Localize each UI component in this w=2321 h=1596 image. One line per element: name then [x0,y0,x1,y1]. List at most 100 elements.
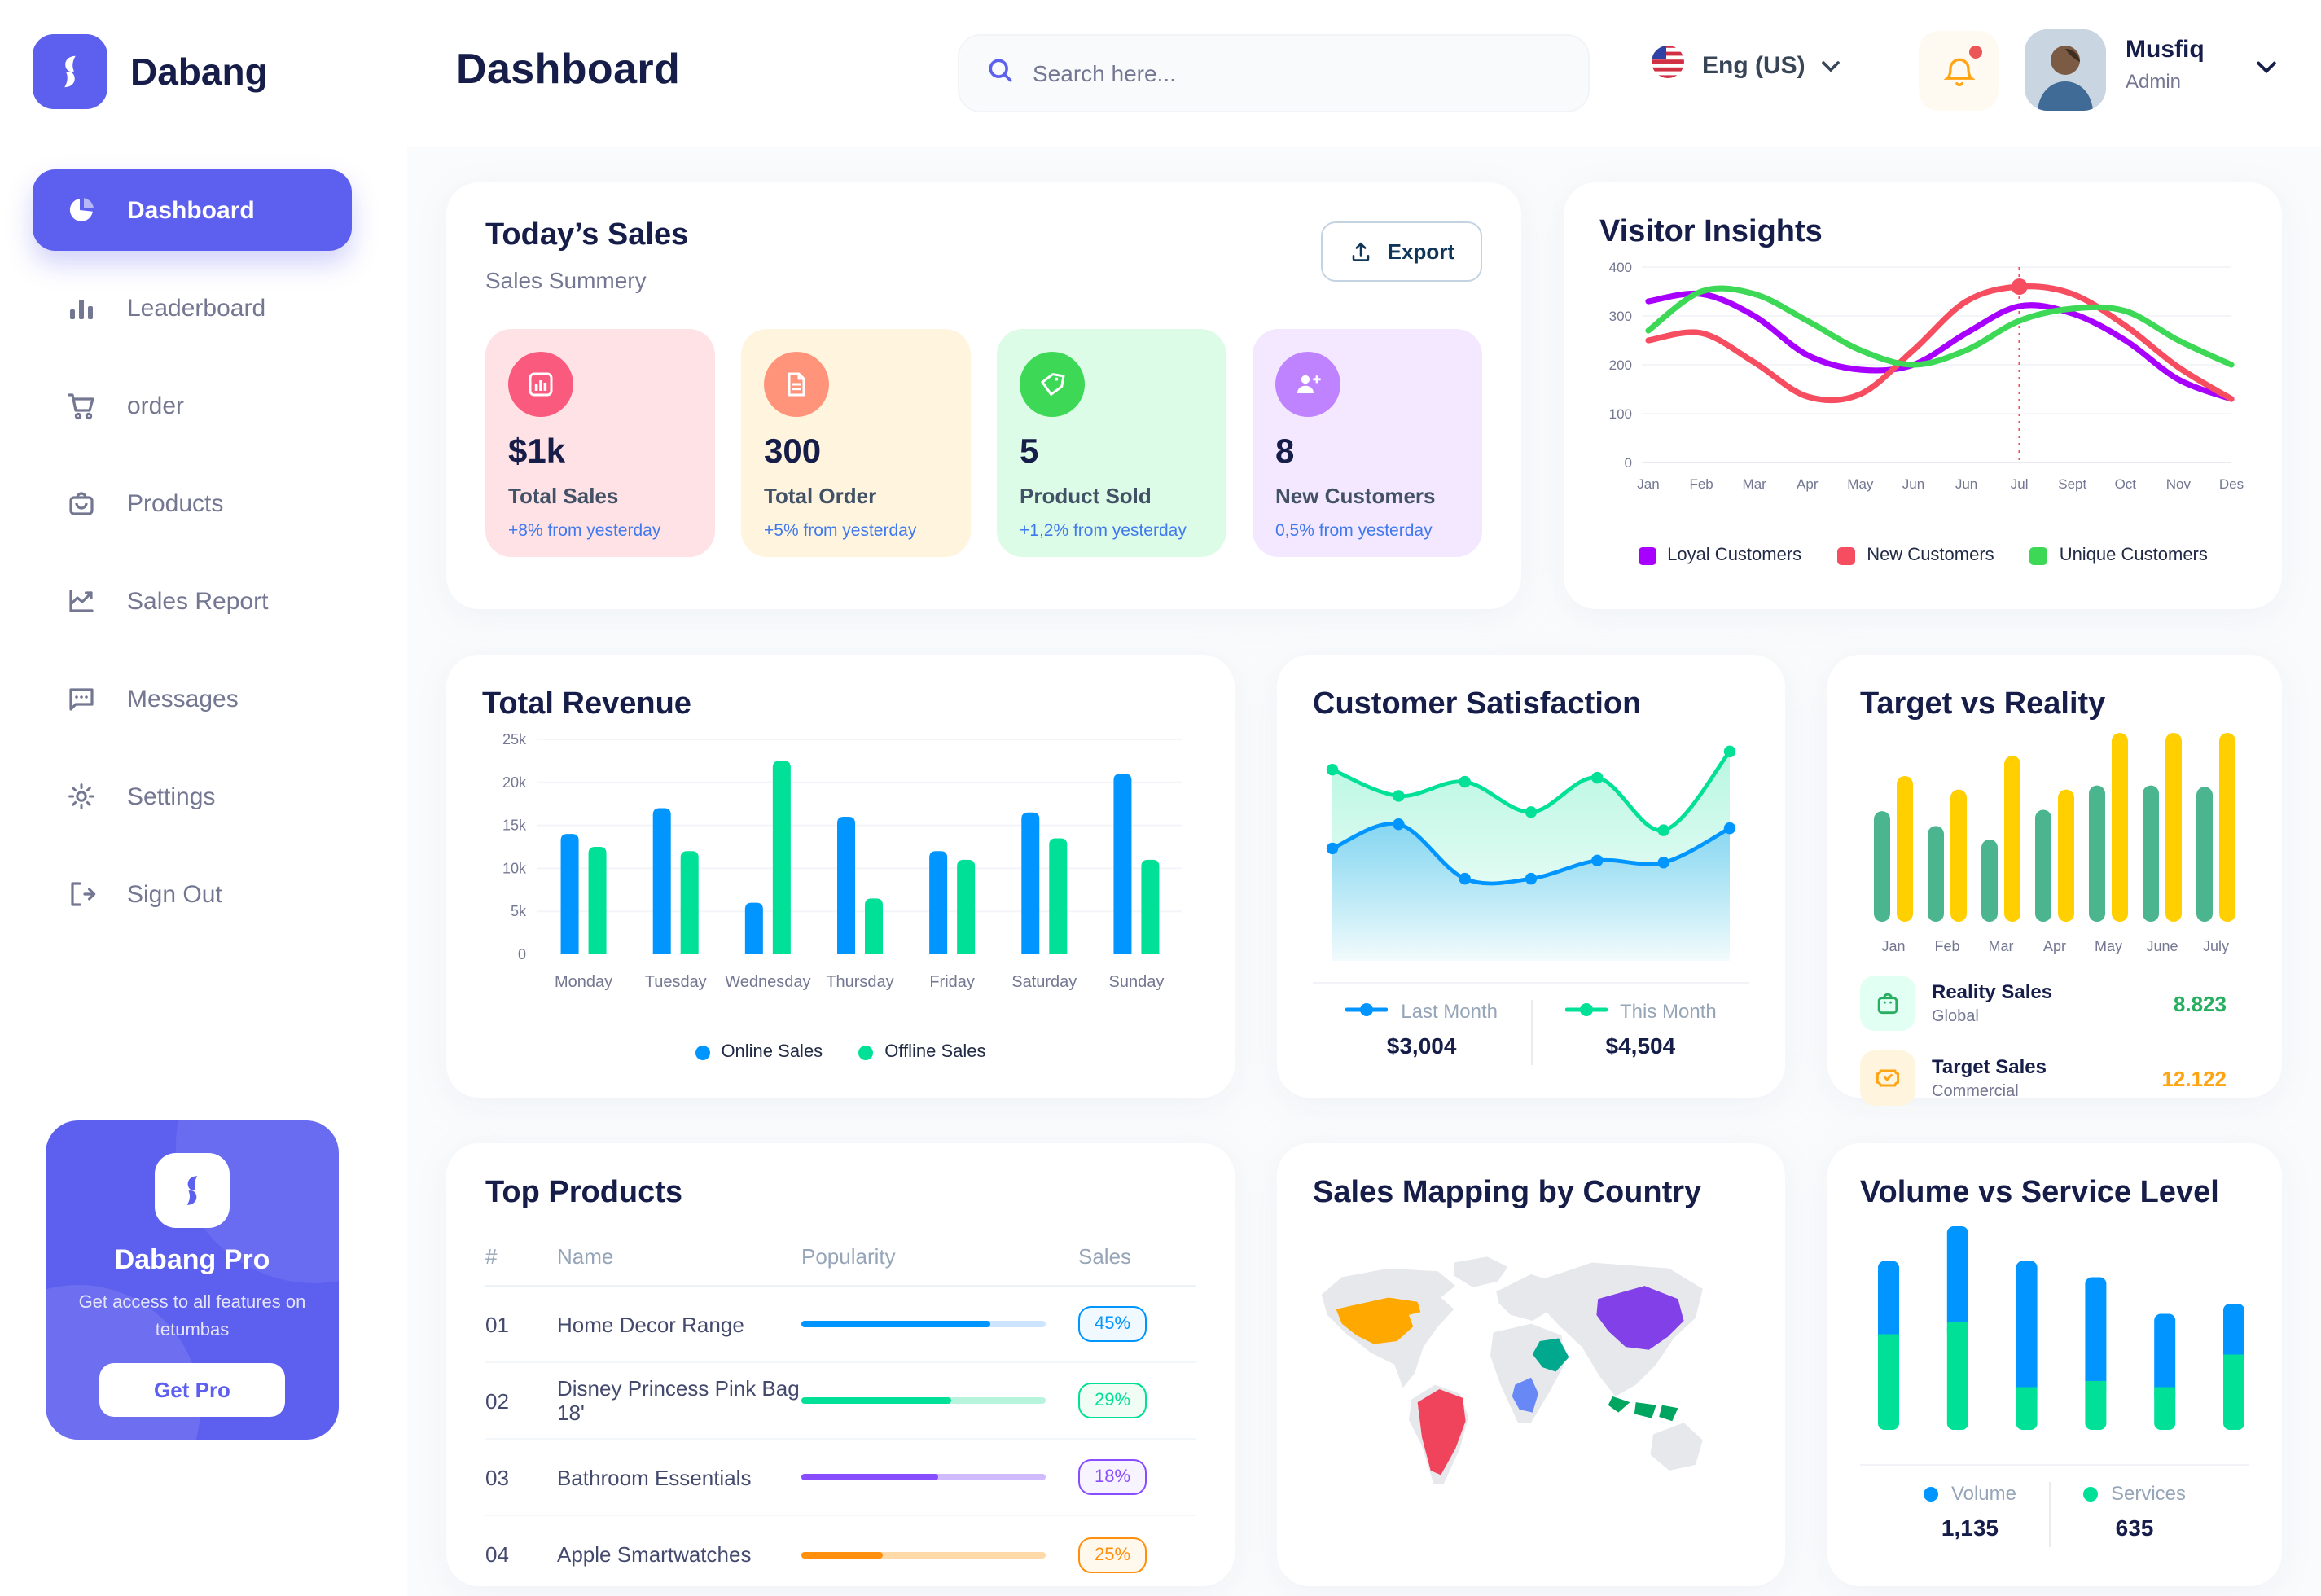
user-avatar[interactable] [2025,29,2106,111]
product-name: Bathroom Essentials [557,1465,752,1489]
legend-value: 12.122 [2161,1066,2227,1090]
language-selector[interactable]: Eng (US) [1650,44,1841,88]
legend-unique-customers: Unique Customers [2029,546,2208,565]
svg-text:25k: 25k [502,731,527,748]
volume-vs-service-legend: Volume 1,135 Services 635 [1860,1482,2249,1547]
legend-value: $4,504 [1605,1033,1676,1059]
stat-card-total-order: 300 Total Order +5% from yesterday [741,329,971,557]
product-name: Home Decor Range [557,1312,744,1336]
legend-swatch [2029,546,2048,564]
sidebar-item-label: Leaderboard [127,294,266,322]
svg-text:300: 300 [1609,309,1632,324]
bar-stats-icon [508,352,573,417]
sales-mapping-card: Sales Mapping by Country [1277,1143,1785,1586]
product-row-04[interactable]: 04 Apple Smartwatches 25% [485,1516,1196,1593]
stat-card-total-sales: $1k Total Sales +8% from yesterday [485,329,715,557]
user-chevron-down-icon[interactable] [2256,54,2277,83]
sidebar-item-sales-report[interactable]: Sales Report [33,560,352,642]
legend-services: Services 635 [2083,1482,2186,1541]
sidebar-item-settings[interactable]: Settings [33,756,352,837]
search-bar[interactable] [958,34,1590,112]
cart-icon [62,386,101,425]
legend-line-dot-icon [1345,1000,1389,1023]
col-num: # [485,1244,498,1269]
brand-name: Dabang [130,50,268,92]
legend-sub: Commercial [1932,1083,2019,1101]
user-plus-icon [1275,352,1340,417]
sidebar-item-messages[interactable]: Messages [33,658,352,739]
svg-text:Wednesday: Wednesday [725,973,810,991]
svg-text:Nov: Nov [2166,476,2192,492]
product-row-01[interactable]: 01 Home Decor Range 45% [485,1287,1196,1363]
svg-text:May: May [1847,476,1874,492]
col-name: Name [557,1244,614,1269]
legend-separator [1530,1000,1532,1065]
sales-mapping-title: Sales Mapping by Country [1313,1176,1702,1210]
product-num: 04 [485,1542,509,1567]
sidebar-item-leaderboard[interactable]: Leaderboard [33,267,352,349]
svg-text:400: 400 [1609,260,1632,275]
svg-text:Saturday: Saturday [1011,973,1077,991]
stat-delta: +5% from yesterday [764,521,917,541]
svg-text:Mar: Mar [1989,938,2014,954]
legend-last-month: Last Month $3,004 [1345,1000,1498,1059]
sidebar-item-label: Sign Out [127,880,222,908]
popularity-fill [801,1474,938,1480]
svg-text:Monday: Monday [555,973,612,991]
legend-offline-sales: Offline Sales [858,1042,986,1062]
stat-delta: 0,5% from yesterday [1275,521,1433,541]
svg-text:Sept: Sept [2058,476,2086,492]
customer-satisfaction-legend: Last Month $3,004 This Month $4,504 [1313,1000,1749,1065]
svg-text:5k: 5k [511,903,527,919]
bag-green-icon [1860,976,1915,1031]
sidebar-item-dashboard[interactable]: Dashboard [33,169,352,251]
svg-text:Jun: Jun [1955,476,1977,492]
map-saudi-arabia [1532,1338,1569,1372]
sidebar-item-label: Dashboard [127,196,255,224]
sidebar-item-products[interactable]: Products [33,463,352,544]
svg-text:15k: 15k [502,818,527,834]
sidebar-item-order[interactable]: order [33,365,352,446]
svg-text:10k: 10k [502,860,527,876]
stat-delta: +8% from yesterday [508,521,661,541]
ticket-icon [1860,1050,1915,1106]
legend-this-month: This Month $4,504 [1564,1000,1717,1059]
world-map [1321,1256,1703,1484]
bell-icon [1942,57,1975,86]
popularity-fill [801,1397,950,1404]
notification-bell-button[interactable] [1919,31,1999,111]
map-australia [1650,1423,1703,1471]
page-title: Dashboard [456,44,681,93]
sidebar-item-sign-out[interactable]: Sign Out [33,853,352,935]
total-revenue-legend: Online Sales Offline Sales [482,1042,1199,1062]
product-row-03[interactable]: 03 Bathroom Essentials 18% [485,1440,1196,1516]
legend-value: 8.823 [2173,991,2227,1015]
volume-vs-service-title: Volume vs Service Level [1860,1176,2219,1210]
product-name: Disney Princess Pink Bag 18' [557,1376,800,1425]
svg-text:0: 0 [518,946,526,962]
stat-label: Total Sales [508,484,619,508]
pro-logo-icon [155,1153,230,1228]
popularity-fill [801,1321,989,1327]
map-usa [1336,1297,1421,1344]
pro-description: Get access to all features on tetumbas [78,1293,306,1340]
product-num: 02 [485,1388,509,1413]
export-button[interactable]: Export [1320,221,1482,282]
legend-loyal-customers: Loyal Customers [1638,546,1801,565]
leaderboard-icon [62,288,101,327]
bag-icon [62,484,101,523]
message-icon [62,679,101,718]
legend-dot [858,1045,874,1059]
get-pro-button[interactable]: Get Pro [99,1363,286,1417]
divider [1860,1464,2249,1466]
top-products-header: # Name Popularity Sales [485,1228,1196,1287]
search-input[interactable] [1033,60,1562,86]
search-icon [985,55,1015,92]
svg-text:Friday: Friday [929,973,975,991]
map-greenland [1454,1256,1508,1287]
stat-value: 5 [1020,433,1039,471]
product-row-02[interactable]: 02 Disney Princess Pink Bag 18' 29% [485,1363,1196,1440]
stat-value: $1k [508,433,566,471]
volume-vs-service-card: Volume vs Service Level Volume 1,135 Servi… [1827,1143,2282,1586]
